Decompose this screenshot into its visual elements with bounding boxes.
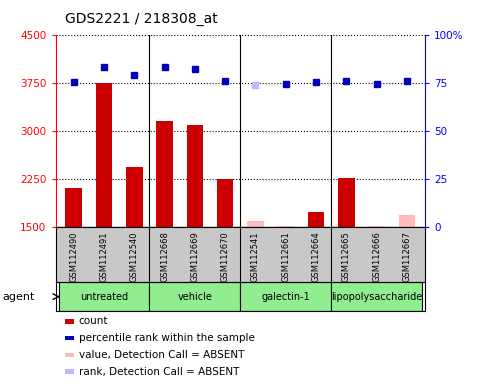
Text: untreated: untreated bbox=[80, 291, 128, 302]
Text: GSM112540: GSM112540 bbox=[130, 231, 139, 281]
Text: GSM112669: GSM112669 bbox=[190, 231, 199, 282]
Text: vehicle: vehicle bbox=[177, 291, 213, 302]
Text: GSM112667: GSM112667 bbox=[402, 231, 412, 282]
Text: percentile rank within the sample: percentile rank within the sample bbox=[79, 333, 255, 343]
Text: count: count bbox=[79, 316, 108, 326]
Bar bbox=[126, 167, 142, 227]
Bar bbox=[241, 282, 331, 311]
Bar bbox=[186, 126, 203, 227]
Bar bbox=[277, 226, 294, 227]
Bar bbox=[58, 282, 149, 311]
Text: GSM112491: GSM112491 bbox=[99, 231, 109, 281]
Bar bbox=[96, 83, 113, 227]
Text: lipopolysaccharide: lipopolysaccharide bbox=[331, 291, 422, 302]
Bar bbox=[65, 188, 82, 227]
Bar bbox=[217, 179, 233, 227]
Bar bbox=[338, 178, 355, 227]
Text: GSM112668: GSM112668 bbox=[160, 231, 169, 282]
Bar bbox=[398, 215, 415, 227]
Text: GSM112490: GSM112490 bbox=[69, 231, 78, 281]
Bar bbox=[149, 282, 241, 311]
Bar bbox=[331, 282, 422, 311]
Bar bbox=[368, 226, 385, 227]
Text: agent: agent bbox=[2, 291, 35, 302]
Text: GSM112661: GSM112661 bbox=[281, 231, 290, 282]
Bar bbox=[308, 212, 325, 227]
Text: GSM112670: GSM112670 bbox=[221, 231, 229, 282]
Text: GSM112664: GSM112664 bbox=[312, 231, 321, 282]
Text: value, Detection Call = ABSENT: value, Detection Call = ABSENT bbox=[79, 350, 244, 360]
Text: GSM112541: GSM112541 bbox=[251, 231, 260, 281]
Text: GSM112666: GSM112666 bbox=[372, 231, 381, 282]
Text: galectin-1: galectin-1 bbox=[261, 291, 310, 302]
Text: GSM112665: GSM112665 bbox=[342, 231, 351, 282]
Bar bbox=[156, 121, 173, 227]
Text: GDS2221 / 218308_at: GDS2221 / 218308_at bbox=[65, 12, 218, 25]
Text: rank, Detection Call = ABSENT: rank, Detection Call = ABSENT bbox=[79, 367, 239, 377]
Bar bbox=[247, 222, 264, 227]
